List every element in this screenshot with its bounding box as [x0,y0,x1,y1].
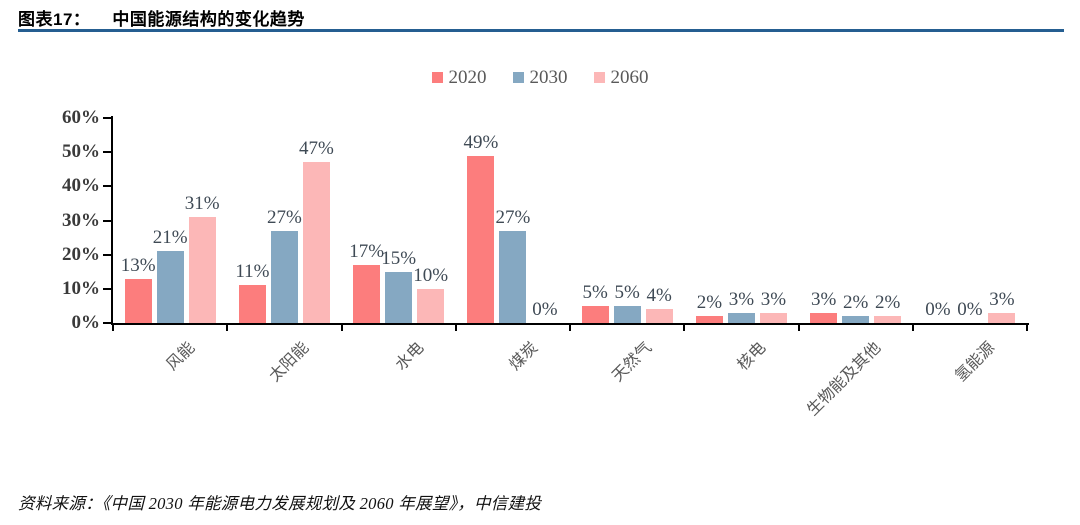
x-axis-tick [683,325,686,331]
bar-2030-生物能及其他 [842,316,870,323]
y-axis-tick-label: 20% [62,243,100,265]
y-axis-tick [103,151,111,154]
y-axis-tick-label: 50% [62,141,100,163]
bar-value-label: 2% [696,292,723,314]
y-axis-tick [103,219,111,222]
y-axis-tick [103,253,111,256]
x-axis-line [111,323,1029,325]
y-axis-tick [103,117,111,119]
x-axis-label: 煤炭 [506,339,542,374]
bar-value-label: 11% [235,261,270,283]
source-note: 资料来源：《中国 2030 年能源电力发展规划及 2060 年展望》，中信建投 [18,494,542,513]
bar-2060-生物能及其他 [874,316,902,323]
legend-item-2030: 2030 [512,67,568,88]
bar-value-label: 0% [532,299,558,320]
x-axis-tick [226,325,229,331]
bar-2020-天然气 [581,305,609,323]
y-axis-tick-label: 60% [62,107,100,128]
bar-value-label: 10% [413,264,449,286]
bar-value-label: 49% [463,131,499,153]
x-axis-tick [340,325,343,331]
bar-value-label: 2% [842,292,869,314]
bar-2030-太阳能 [270,230,298,323]
bar-value-label: 3% [760,288,787,310]
y-axis-tick [103,287,111,290]
figure-number-label: 图表17： [18,10,91,29]
bar-value-label: 3% [728,288,755,310]
x-axis-label: 生物能及其他 [803,339,884,420]
legend-label: 2060 [610,67,649,88]
bar-2030-风能 [156,251,184,323]
bar-value-label: 47% [298,138,334,160]
x-axis-tick [1026,325,1028,331]
figure-title: 图表17： 中国能源结构的变化趋势 [18,5,305,30]
bar-2020-风能 [124,278,152,323]
x-axis-tick [112,325,114,331]
x-axis-label: 风能 [163,339,199,374]
legend-label: 2020 [448,67,487,88]
legend-item-2020: 2020 [431,67,487,88]
bar-value-label: 17% [349,240,385,262]
x-axis-label: 氢能源 [952,339,999,386]
x-axis-tick [911,325,914,331]
x-axis-label: 太阳能 [266,339,313,386]
legend-item-2060: 2060 [593,67,649,88]
bar-value-label: 13% [120,254,156,276]
bar-value-label: 27% [495,206,531,228]
x-axis-tick [797,325,800,331]
bar-2030-天然气 [613,305,641,323]
bar-value-label: 5% [614,281,640,303]
bar-value-label: 15% [381,247,417,269]
bar-value-label: 4% [646,285,672,307]
x-axis-label: 水电 [392,339,427,374]
bar-2020-煤炭 [467,155,495,323]
legend-label: 2030 [529,67,568,88]
bar-2030-煤炭 [499,230,527,323]
bar-value-label: 0% [957,299,983,320]
bar-2030-核电 [727,312,755,323]
legend-marker-2020 [431,72,443,83]
bar-value-label: 2% [874,292,901,314]
title-rule [18,29,1064,32]
x-axis-label: 核电 [734,339,770,374]
bar-value-label: 27% [266,206,302,228]
y-axis-tick-label: 0% [71,312,101,333]
legend-marker-2030 [512,72,524,83]
bar-value-label: 0% [925,299,951,320]
bar-value-label: 5% [582,281,608,303]
bar-2060-氢能源 [988,312,1016,323]
bar-2020-生物能及其他 [810,312,838,323]
chart-legend: 2020 2030 2060 [0,68,1080,87]
legend-marker-2060 [593,72,605,83]
bar-2020-水电 [353,264,381,323]
y-axis-tick [103,322,111,324]
bar-value-label: 21% [152,227,188,249]
bar-2060-核电 [759,312,787,323]
bar-2060-太阳能 [302,162,330,323]
bar-value-label: 3% [989,288,1015,310]
bar-2060-水电 [417,288,445,323]
x-axis-tick [569,325,571,331]
bar-value-label: 3% [810,288,837,310]
y-axis-line [111,116,113,325]
y-axis-tick [103,185,111,188]
bar-2030-水电 [385,271,413,323]
bar-value-label: 31% [184,193,220,215]
y-axis-tick-label: 30% [62,209,100,231]
bar-2060-风能 [188,217,216,323]
x-axis-label: 天然气 [609,339,656,386]
bar-2020-核电 [695,316,723,323]
x-axis-tick [454,325,457,331]
bar-2020-太阳能 [238,285,266,323]
bar-2060-天然气 [645,309,673,323]
y-axis-tick-label: 10% [62,277,100,299]
figure-title-text: 中国能源结构的变化趋势 [112,10,305,29]
y-axis-tick-label: 40% [62,175,100,197]
